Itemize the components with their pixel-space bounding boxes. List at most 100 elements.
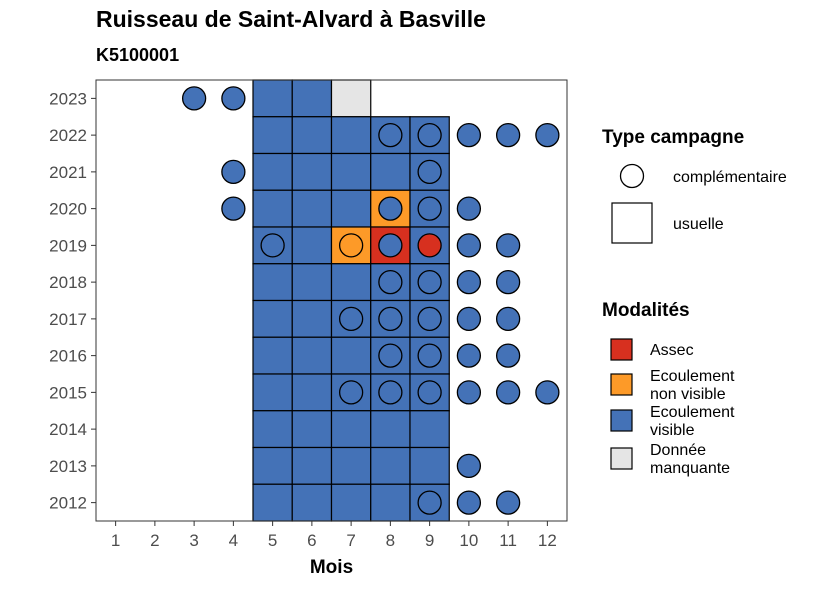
tile-2012-6 — [291, 483, 333, 522]
x-tick-label-10: 10 — [459, 531, 478, 550]
tile-2017-6 — [291, 299, 333, 338]
tile-2013-9 — [409, 446, 450, 485]
point-2013-10 — [456, 453, 482, 479]
legend-label-ecoulement_non_visible-line-2: non visible — [650, 386, 726, 403]
tile-2014-9 — [409, 410, 450, 449]
point-2017-7 — [338, 306, 364, 332]
tile-2017-5 — [252, 299, 293, 338]
tile-2012-7 — [330, 483, 372, 522]
tile-2014-7 — [330, 410, 372, 449]
complementaire-points — [181, 86, 560, 515]
point-2018-11 — [495, 269, 521, 295]
tile-2022-6 — [291, 116, 333, 155]
y-tick-label-2018: 2018 — [49, 273, 87, 292]
point-2019-5 — [260, 233, 285, 258]
point-2015-7 — [338, 380, 364, 405]
point-2017-10 — [456, 306, 482, 332]
x-axis-label: Mois — [310, 557, 353, 578]
tile-2013-8 — [370, 446, 411, 485]
x-tick-label-11: 11 — [499, 531, 517, 550]
y-tick-label-2016: 2016 — [49, 347, 87, 366]
point-2020-4 — [221, 196, 246, 221]
chart-title: Ruisseau de Saint-Alvard à Basville — [96, 6, 486, 32]
point-2019-8 — [378, 233, 403, 258]
tile-2012-5 — [252, 483, 293, 522]
tile-2013-5 — [252, 446, 293, 485]
legend-label-usuelle: usuelle — [673, 216, 724, 233]
y-tick-label-2022: 2022 — [49, 126, 87, 145]
y-tick-label-2019: 2019 — [49, 236, 87, 255]
legend-key-ecoulement_visible — [610, 409, 633, 432]
tile-2022-7 — [330, 116, 372, 155]
point-2012-9 — [417, 490, 442, 515]
point-2015-10 — [456, 380, 482, 405]
y-tick-label-2020: 2020 — [49, 200, 87, 219]
x-tick-label-6: 6 — [307, 531, 316, 550]
tile-2020-6 — [291, 189, 333, 228]
chart-subtitle: K5100001 — [96, 45, 180, 65]
point-2021-9 — [417, 159, 442, 185]
usuelle-tiles — [252, 79, 450, 522]
point-2017-9 — [417, 306, 442, 332]
tile-2017-9 — [409, 299, 450, 338]
point-2016-10 — [456, 343, 482, 368]
tile-2021-8 — [370, 152, 411, 191]
tile-2020-7 — [330, 189, 372, 228]
y-tick-label-2014: 2014 — [49, 420, 87, 439]
legend-label-ecoulement_visible-line-2: visible — [650, 422, 695, 439]
legend-key-donnee_manquante — [610, 447, 633, 470]
point-2023-4 — [221, 86, 246, 111]
point-2017-8 — [378, 306, 403, 332]
legend-label-ecoulement_non_visible-line-1: Ecoulement — [650, 368, 735, 385]
x-tick-label-5: 5 — [268, 531, 277, 550]
point-2016-11 — [495, 343, 521, 368]
point-2012-11 — [495, 490, 521, 515]
tile-2015-6 — [291, 373, 333, 412]
tile-2021-6 — [291, 152, 333, 191]
point-2022-8 — [378, 122, 403, 148]
tile-2022-5 — [252, 116, 293, 155]
tile-2021-5 — [252, 152, 293, 191]
tile-2018-6 — [291, 263, 333, 302]
legend-title-modalites: Modalités — [602, 300, 690, 321]
legend-label-donnee_manquante-line-2: manquante — [650, 460, 730, 477]
y-tick-label-2023: 2023 — [49, 89, 87, 108]
point-2020-8 — [378, 196, 403, 221]
point-2019-9 — [417, 233, 442, 258]
point-2015-11 — [495, 380, 521, 405]
x-tick-label-9: 9 — [425, 531, 434, 550]
point-2012-10 — [456, 490, 482, 515]
legend-title-type-campagne: Type campagne — [602, 127, 744, 148]
plot-panel-border — [95, 79, 568, 522]
tile-2022-9 — [409, 116, 450, 155]
point-2019-7 — [338, 233, 364, 258]
tile-2016-5 — [252, 336, 293, 375]
legend-key-assec — [610, 338, 633, 361]
point-2019-10 — [456, 233, 482, 258]
legend-label-ecoulement_visible-line-1: Ecoulement — [650, 404, 735, 421]
y-tick-label-2012: 2012 — [49, 494, 87, 513]
tile-2012-9 — [409, 483, 450, 522]
point-2018-9 — [417, 269, 442, 295]
tile-2013-6 — [291, 446, 333, 485]
tile-2016-6 — [291, 336, 333, 375]
point-2018-10 — [456, 269, 482, 295]
tile-2019-6 — [291, 226, 333, 265]
point-2015-9 — [417, 380, 442, 405]
tile-2013-7 — [330, 446, 372, 485]
x-tick-label-12: 12 — [538, 531, 557, 550]
x-tick-label-3: 3 — [189, 531, 198, 550]
tile-2023-5 — [252, 79, 293, 118]
tile-2020-5 — [252, 189, 293, 228]
point-2022-9 — [417, 122, 442, 148]
point-2016-9 — [417, 343, 442, 368]
tile-2014-5 — [252, 410, 293, 449]
point-2022-12 — [535, 122, 560, 148]
tile-2012-8 — [370, 483, 411, 522]
point-2020-9 — [417, 196, 442, 221]
point-2018-8 — [378, 269, 403, 295]
tile-2018-5 — [252, 263, 293, 302]
tile-2023-7 — [330, 79, 372, 118]
point-2022-11 — [495, 122, 521, 148]
x-tick-label-7: 7 — [346, 531, 355, 550]
